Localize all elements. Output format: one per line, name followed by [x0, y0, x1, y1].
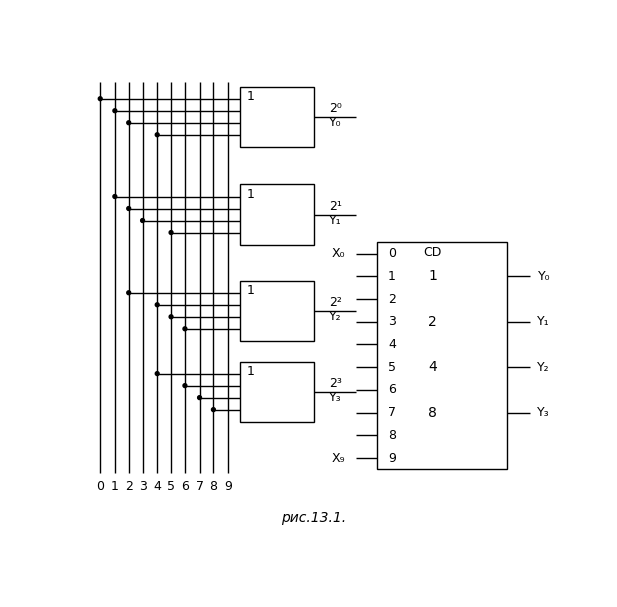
Circle shape	[169, 231, 173, 234]
Circle shape	[169, 315, 173, 319]
Text: Y₁: Y₁	[537, 315, 550, 328]
Text: 1: 1	[246, 90, 254, 103]
Circle shape	[98, 97, 102, 101]
Circle shape	[141, 219, 144, 222]
Text: CD: CD	[424, 246, 442, 259]
Bar	[241, 281, 313, 341]
Circle shape	[197, 396, 202, 399]
Text: 4: 4	[428, 360, 437, 374]
Text: 1: 1	[246, 284, 254, 297]
Text: Y₁: Y₁	[329, 214, 341, 227]
Text: 1: 1	[246, 365, 254, 378]
Text: 2: 2	[388, 293, 396, 305]
Text: 7: 7	[388, 406, 396, 419]
Text: 2¹: 2¹	[329, 200, 342, 212]
Text: 5: 5	[167, 480, 175, 493]
Text: Y₂: Y₂	[537, 361, 550, 374]
Circle shape	[155, 303, 159, 307]
Text: 1: 1	[111, 480, 119, 493]
Text: 1: 1	[428, 270, 437, 283]
Text: Y₃: Y₃	[537, 406, 550, 419]
Text: 1: 1	[388, 270, 396, 283]
Text: Y₀: Y₀	[329, 117, 341, 129]
Text: рис.13.1.: рис.13.1.	[281, 511, 346, 525]
Text: 8: 8	[388, 429, 396, 442]
Text: 1: 1	[246, 188, 254, 201]
Circle shape	[212, 408, 215, 412]
Circle shape	[183, 384, 187, 387]
Circle shape	[126, 206, 131, 211]
Bar	[378, 242, 507, 469]
Text: 2²: 2²	[329, 296, 342, 309]
Circle shape	[126, 121, 131, 124]
Text: 6: 6	[388, 384, 396, 396]
Circle shape	[155, 133, 159, 137]
Bar	[241, 362, 313, 422]
Text: Y₀: Y₀	[537, 270, 550, 283]
Text: X₀: X₀	[331, 247, 345, 260]
Text: 6: 6	[181, 480, 189, 493]
Text: 0: 0	[388, 247, 396, 260]
Text: 5: 5	[388, 361, 396, 374]
Text: 4: 4	[388, 338, 396, 351]
Circle shape	[155, 371, 159, 376]
Text: 7: 7	[196, 480, 204, 493]
Text: 0: 0	[96, 480, 104, 493]
Text: Y₃: Y₃	[329, 392, 341, 404]
Text: 9: 9	[388, 452, 396, 464]
Text: 2³: 2³	[329, 377, 342, 390]
Circle shape	[113, 195, 117, 198]
Text: 3: 3	[388, 315, 396, 328]
Text: 8: 8	[209, 480, 217, 493]
Text: 9: 9	[224, 480, 232, 493]
Bar	[241, 185, 313, 245]
Circle shape	[183, 327, 187, 331]
Text: 2: 2	[125, 480, 133, 493]
Text: 3: 3	[139, 480, 146, 493]
Text: 4: 4	[153, 480, 161, 493]
Circle shape	[126, 291, 131, 294]
Text: 2: 2	[428, 315, 437, 329]
Bar	[241, 87, 313, 147]
Text: Y₂: Y₂	[329, 310, 341, 324]
Text: 8: 8	[428, 405, 437, 419]
Text: X₉: X₉	[331, 452, 345, 464]
Circle shape	[113, 109, 117, 113]
Text: 2⁰: 2⁰	[329, 102, 341, 115]
